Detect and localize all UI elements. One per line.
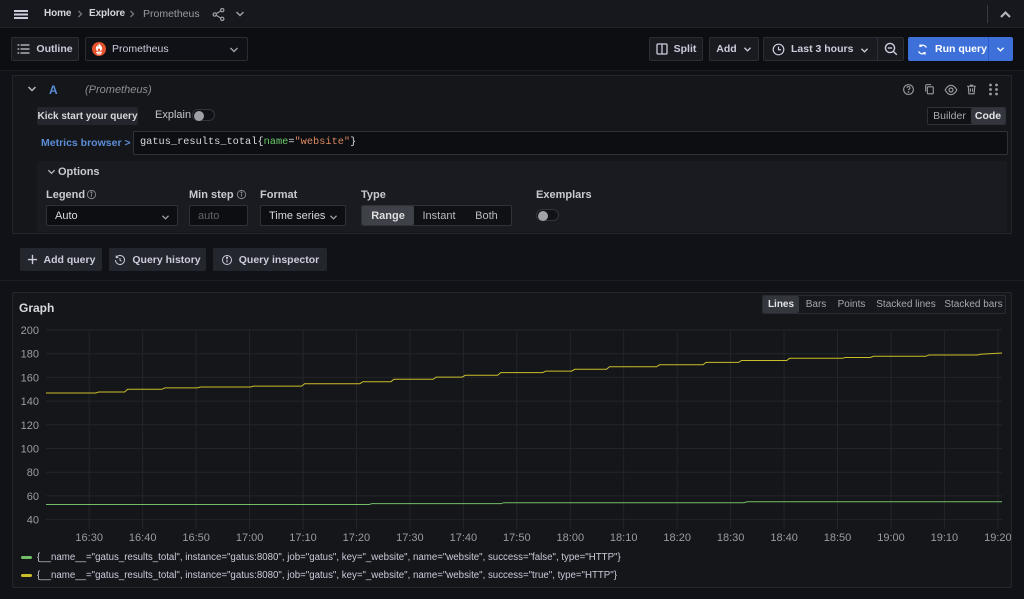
svg-text:60: 60 [27,491,39,503]
svg-text:80: 80 [27,467,39,479]
svg-text:19:10: 19:10 [931,532,959,544]
svg-text:200: 200 [21,325,39,337]
svg-text:140: 140 [21,396,39,408]
svg-text:18:50: 18:50 [824,532,852,544]
svg-text:18:00: 18:00 [557,532,585,544]
svg-text:40: 40 [27,515,39,527]
svg-text:16:30: 16:30 [75,532,103,544]
svg-text:17:40: 17:40 [450,532,478,544]
svg-text:17:30: 17:30 [396,532,424,544]
svg-text:17:10: 17:10 [289,532,317,544]
svg-text:16:50: 16:50 [182,532,210,544]
svg-text:180: 180 [21,349,39,361]
svg-text:160: 160 [21,372,39,384]
svg-text:18:10: 18:10 [610,532,638,544]
svg-text:17:50: 17:50 [503,532,531,544]
svg-text:17:00: 17:00 [236,532,264,544]
svg-text:18:30: 18:30 [717,532,745,544]
svg-text:16:40: 16:40 [129,532,157,544]
svg-text:120: 120 [21,420,39,432]
svg-text:19:00: 19:00 [877,532,905,544]
svg-text:19:20: 19:20 [984,532,1011,544]
svg-text:18:20: 18:20 [663,532,691,544]
svg-text:18:40: 18:40 [770,532,798,544]
svg-text:100: 100 [21,444,39,456]
svg-text:17:20: 17:20 [343,532,371,544]
